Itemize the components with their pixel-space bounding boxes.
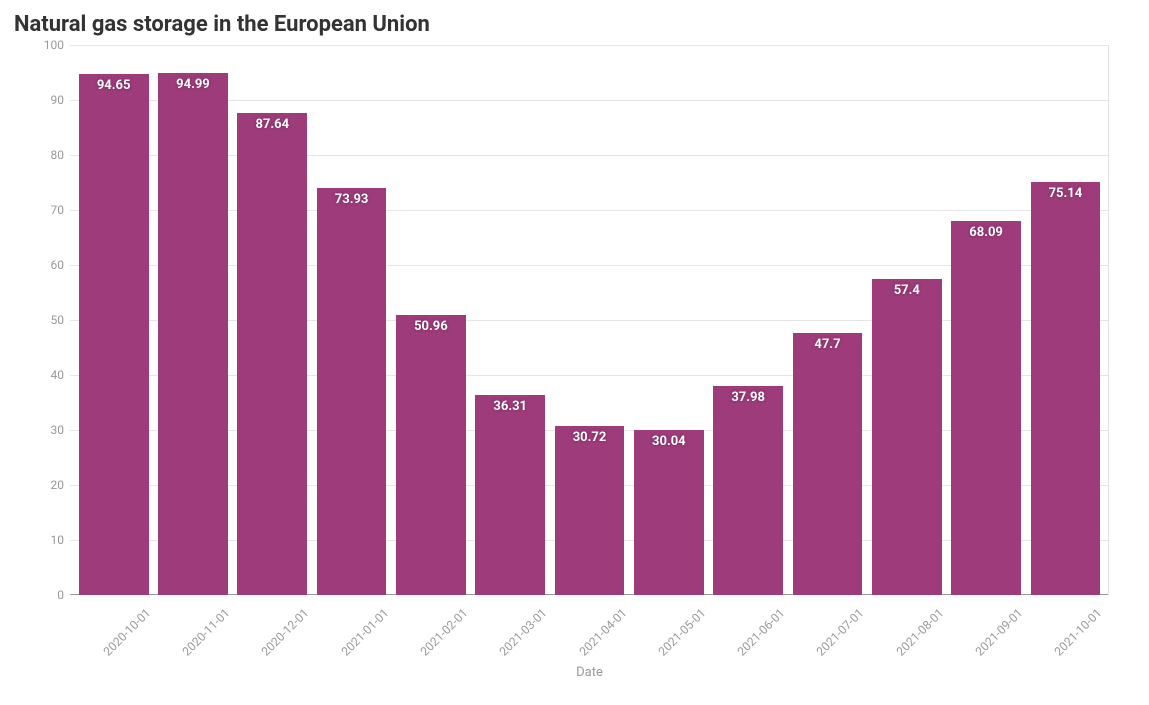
bar: 94.65 xyxy=(79,74,149,595)
bar-value-label: 68.09 xyxy=(969,225,1003,240)
bar-slot: 50.962021-02-01 xyxy=(391,45,470,595)
x-tick-label: 2021-02-01 xyxy=(418,603,474,659)
y-tick-label: 30 xyxy=(40,423,64,437)
y-tick-label: 50 xyxy=(40,313,64,327)
bar: 37.98 xyxy=(713,386,783,595)
bar: 47.7 xyxy=(793,333,863,595)
x-tick-label: 2020-11-01 xyxy=(180,603,236,659)
bar-value-label: 75.14 xyxy=(1049,186,1083,201)
bar-slot: 87.642020-12-01 xyxy=(233,45,312,595)
x-tick-label: 2020-12-01 xyxy=(259,603,315,659)
bar: 30.72 xyxy=(555,426,625,595)
bar-value-label: 87.64 xyxy=(255,117,289,132)
bar-slot: 36.312021-03-01 xyxy=(471,45,550,595)
bar-slot: 94.652020-10-01 xyxy=(74,45,153,595)
bar-slot: 30.722021-04-01 xyxy=(550,45,629,595)
bar-slot: 47.72021-07-01 xyxy=(788,45,867,595)
bar-value-label: 47.7 xyxy=(814,337,840,352)
x-tick-label: 2021-07-01 xyxy=(814,603,870,659)
bar-value-label: 94.65 xyxy=(97,78,131,93)
x-axis-label: Date xyxy=(70,665,1109,680)
bar-value-label: 30.72 xyxy=(573,430,607,445)
x-tick-label: 2021-05-01 xyxy=(655,603,711,659)
x-tick-label: 2021-10-01 xyxy=(1052,603,1108,659)
bar: 94.99 xyxy=(158,73,228,595)
bar-value-label: 57.4 xyxy=(894,283,920,298)
bar-value-label: 73.93 xyxy=(335,192,369,207)
y-tick-label: 70 xyxy=(40,203,64,217)
bar-slot: 57.42021-08-01 xyxy=(867,45,946,595)
bar-slot: 68.092021-09-01 xyxy=(946,45,1025,595)
bar-value-label: 36.31 xyxy=(493,399,527,414)
bar: 87.64 xyxy=(237,113,307,595)
bar: 75.14 xyxy=(1031,182,1101,595)
x-tick-label: 2021-08-01 xyxy=(893,603,949,659)
bar-slot: 37.982021-06-01 xyxy=(709,45,788,595)
x-tick-label: 2020-10-01 xyxy=(100,603,156,659)
x-tick-label: 2021-01-01 xyxy=(338,603,394,659)
bar: 36.31 xyxy=(475,395,545,595)
bar-slot: 75.142021-10-01 xyxy=(1026,45,1105,595)
bar-value-label: 30.04 xyxy=(652,434,686,449)
y-tick-label: 40 xyxy=(40,368,64,382)
y-tick-label: 100 xyxy=(40,38,64,52)
bar-slot: 30.042021-05-01 xyxy=(629,45,708,595)
y-tick-label: 60 xyxy=(40,258,64,272)
y-tick-label: 20 xyxy=(40,478,64,492)
y-tick-label: 10 xyxy=(40,533,64,547)
bar: 73.93 xyxy=(317,188,387,595)
chart-container: Natural gas storage in the European Unio… xyxy=(0,0,1149,705)
bar-value-label: 50.96 xyxy=(414,319,448,334)
bars-layer: 94.652020-10-0194.992020-11-0187.642020-… xyxy=(70,45,1109,595)
x-tick-label: 2021-09-01 xyxy=(973,603,1029,659)
bar-slot: 94.992020-11-01 xyxy=(153,45,232,595)
x-tick-label: 2021-06-01 xyxy=(735,603,791,659)
y-tick-label: 90 xyxy=(40,93,64,107)
bar-slot: 73.932021-01-01 xyxy=(312,45,391,595)
plot-area: Percent of working gas volume in storage… xyxy=(70,45,1109,595)
bar: 68.09 xyxy=(951,221,1021,595)
bar-value-label: 37.98 xyxy=(731,390,765,405)
bar: 57.4 xyxy=(872,279,942,595)
chart-title: Natural gas storage in the European Unio… xyxy=(10,10,1129,37)
bar: 50.96 xyxy=(396,315,466,595)
bar-value-label: 94.99 xyxy=(176,77,210,92)
x-tick-label: 2021-03-01 xyxy=(497,603,553,659)
bar: 30.04 xyxy=(634,430,704,595)
x-tick-label: 2021-04-01 xyxy=(576,603,632,659)
y-tick-label: 80 xyxy=(40,148,64,162)
y-tick-label: 0 xyxy=(40,588,64,602)
